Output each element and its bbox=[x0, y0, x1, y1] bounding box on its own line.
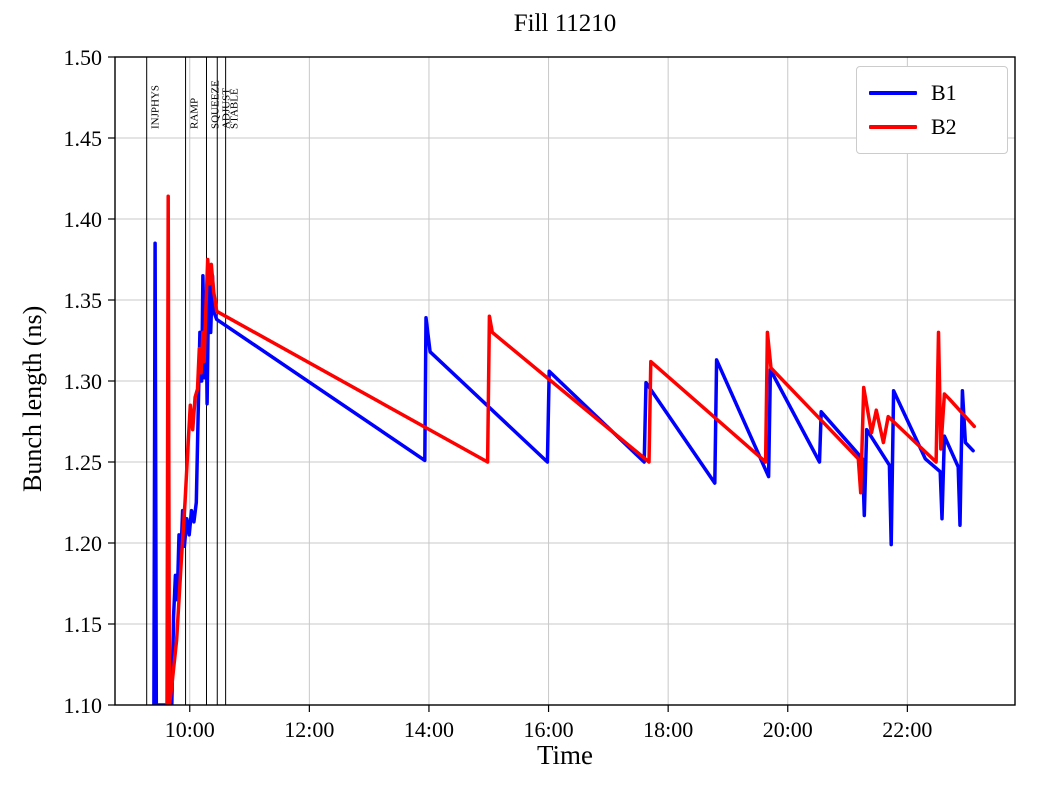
legend-label-b2: B2 bbox=[931, 113, 957, 139]
series-line-b1 bbox=[152, 241, 975, 705]
y-axis-label: Bunch length (ns) bbox=[18, 305, 47, 492]
x-axis-label: Time bbox=[536, 740, 594, 770]
x-tick-label: 14:00 bbox=[404, 717, 454, 742]
beam-mode-label-adjust: ADJUST bbox=[220, 88, 232, 129]
x-tick-label: 20:00 bbox=[763, 717, 813, 742]
legend-entry-b2: B2 bbox=[869, 113, 995, 139]
legend-entry-b1: B1 bbox=[869, 82, 995, 104]
y-tick-label: 1.40 bbox=[64, 207, 103, 232]
y-tick-label: 1.15 bbox=[64, 612, 103, 637]
x-tick-label: 10:00 bbox=[165, 717, 215, 742]
x-tick-label: 22:00 bbox=[882, 717, 932, 742]
beam-mode-label-ramp: RAMP bbox=[189, 98, 201, 129]
legend-line-b1 bbox=[869, 91, 917, 96]
y-tick-label: 1.30 bbox=[64, 369, 103, 394]
beam-mode-label-squeeze: SQUEEZE bbox=[209, 80, 221, 129]
legend-line-b2 bbox=[869, 124, 917, 129]
y-tick-label: 1.10 bbox=[64, 693, 103, 718]
y-tick-label: 1.25 bbox=[64, 450, 103, 475]
legend-label-b1: B1 bbox=[931, 80, 957, 106]
x-tick-label: 16:00 bbox=[523, 717, 573, 742]
series-line-b2 bbox=[165, 194, 977, 705]
beam-mode-label-stable: STABLE bbox=[229, 88, 241, 129]
y-tick-label: 1.20 bbox=[64, 531, 103, 556]
x-tick-label: 12:00 bbox=[284, 717, 334, 742]
y-tick-label: 1.35 bbox=[64, 288, 103, 313]
x-tick-label: 18:00 bbox=[643, 717, 693, 742]
chart-title: Fill 11210 bbox=[513, 10, 617, 37]
beam-mode-label-injphys: INJPHYS bbox=[150, 85, 162, 129]
y-tick-label: 1.45 bbox=[64, 126, 103, 151]
y-tick-label: 1.50 bbox=[64, 45, 103, 70]
legend: B1 B2 bbox=[856, 66, 1008, 154]
